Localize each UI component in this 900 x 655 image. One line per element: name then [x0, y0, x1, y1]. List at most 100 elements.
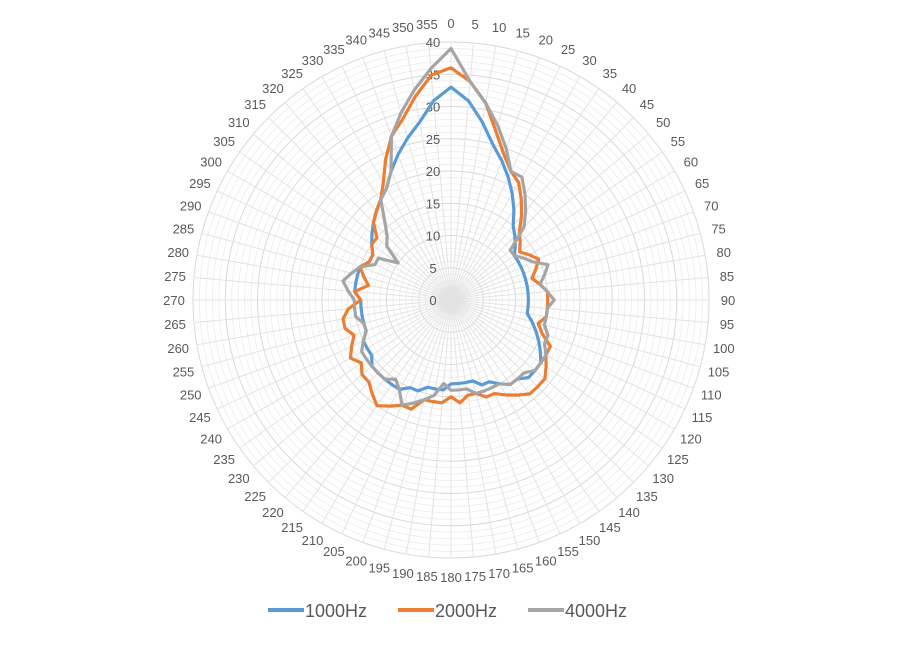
radial-tick-label: 15: [426, 196, 440, 211]
angle-tick-label: 310: [228, 115, 250, 130]
radial-tick-label: 25: [426, 132, 440, 147]
grid-spoke: [284, 299, 452, 498]
angle-tick-label: 205: [323, 544, 345, 559]
angle-tick-label: 245: [189, 410, 211, 425]
angle-tick-label: 125: [667, 452, 689, 467]
angle-tick-label: 155: [557, 544, 579, 559]
grid-spoke: [383, 50, 452, 301]
grid-spoke: [201, 232, 452, 301]
angle-tick-label: 220: [262, 505, 284, 520]
grid-spoke: [450, 57, 540, 301]
grid-spoke: [268, 299, 452, 483]
angle-tick-label: 290: [180, 198, 202, 213]
grid-spoke: [341, 299, 452, 535]
grid-spoke: [450, 299, 675, 430]
angle-tick-label: 100: [713, 341, 735, 356]
grid-spoke: [268, 117, 452, 301]
grid-spoke: [227, 299, 452, 430]
angle-tick-label: 10: [492, 20, 506, 35]
grid-spoke: [450, 45, 497, 301]
grid-spoke: [196, 254, 452, 301]
grid-spoke: [450, 65, 561, 301]
angle-tick-label: 215: [281, 520, 303, 535]
angle-tick-label: 55: [671, 134, 685, 149]
grid-spoke: [216, 299, 452, 410]
angle-tick-label: 40: [622, 81, 636, 96]
grid-spoke: [450, 254, 706, 301]
angle-tick-label: 275: [164, 269, 186, 284]
angle-tick-label: 90: [721, 293, 735, 308]
grid-spoke: [193, 299, 452, 323]
grid-spoke: [302, 88, 452, 301]
angle-tick-label: 335: [323, 42, 345, 57]
angle-tick-label: 75: [711, 221, 725, 236]
angle-tick-label: 30: [582, 53, 596, 68]
grid-spoke: [450, 117, 634, 301]
legend-label: 2000Hz: [435, 601, 497, 621]
angle-tick-label: 255: [173, 365, 195, 380]
angle-tick-label: 340: [345, 33, 367, 48]
angle-tick-label: 20: [539, 33, 553, 48]
angle-tick-label: 120: [680, 432, 702, 447]
angle-tick-label: 315: [244, 97, 266, 112]
angle-tick-label: 190: [392, 566, 414, 581]
grid-spoke: [450, 102, 618, 301]
angle-tick-label: 5: [472, 17, 479, 32]
grid-spoke: [450, 299, 618, 498]
grid-spoke: [284, 102, 452, 301]
angle-tick-label: 230: [228, 471, 250, 486]
grid-spoke: [450, 133, 649, 301]
angle-tick-label: 115: [692, 410, 713, 425]
angle-tick-label: 145: [599, 520, 621, 535]
grid-spoke: [450, 299, 540, 543]
grid-spoke: [450, 299, 497, 555]
grid-spoke: [450, 170, 675, 301]
grid-spoke: [208, 211, 452, 301]
grid-spoke: [450, 299, 694, 389]
grid-spoke: [428, 42, 452, 301]
grid-spoke: [450, 151, 663, 301]
angle-tick-label: 130: [652, 471, 674, 486]
grid-spoke: [341, 65, 452, 301]
series-line-4000hz: [341, 46, 556, 407]
grid-spoke: [450, 211, 694, 301]
grid-spoke: [450, 190, 686, 301]
grid-spoke: [450, 299, 649, 467]
angle-tick-label: 95: [720, 317, 734, 332]
angle-tick-label: 15: [515, 25, 529, 40]
radial-tick-label: 5: [429, 261, 436, 276]
angle-tick-label: 160: [535, 553, 557, 568]
angle-tick-label: 250: [180, 388, 202, 403]
angle-tick-label: 300: [200, 155, 222, 170]
legend-label: 4000Hz: [565, 601, 627, 621]
grid-spoke: [253, 133, 452, 301]
grid-spoke: [450, 277, 709, 301]
angle-tick-label: 320: [262, 81, 284, 96]
radial-tick-label: 10: [426, 229, 440, 244]
angle-tick-label: 135: [636, 489, 658, 504]
radial-tick-label: 20: [426, 164, 440, 179]
grid-spoke: [450, 299, 519, 550]
grid-spoke: [428, 299, 452, 558]
grid-spoke: [450, 42, 474, 301]
grid-spoke: [450, 299, 709, 323]
angle-tick-label: 85: [720, 269, 734, 284]
angle-tick-label: 345: [368, 25, 390, 40]
radial-tick-label: 30: [426, 100, 440, 115]
grid-spoke: [405, 299, 452, 555]
grid-spoke: [383, 299, 452, 550]
angle-tick-label: 330: [302, 53, 324, 68]
angle-tick-label: 25: [561, 42, 575, 57]
angle-tick-label: 260: [167, 341, 189, 356]
angle-tick-label: 185: [416, 569, 438, 584]
series-line-2000hz: [341, 66, 552, 411]
radial-tick-label: 0: [429, 293, 436, 308]
angle-tick-label: 60: [684, 155, 698, 170]
grid-spoke: [253, 299, 452, 467]
grid-spoke: [201, 299, 452, 368]
angle-tick-label: 350: [392, 20, 414, 35]
angle-tick-label: 265: [164, 317, 186, 332]
